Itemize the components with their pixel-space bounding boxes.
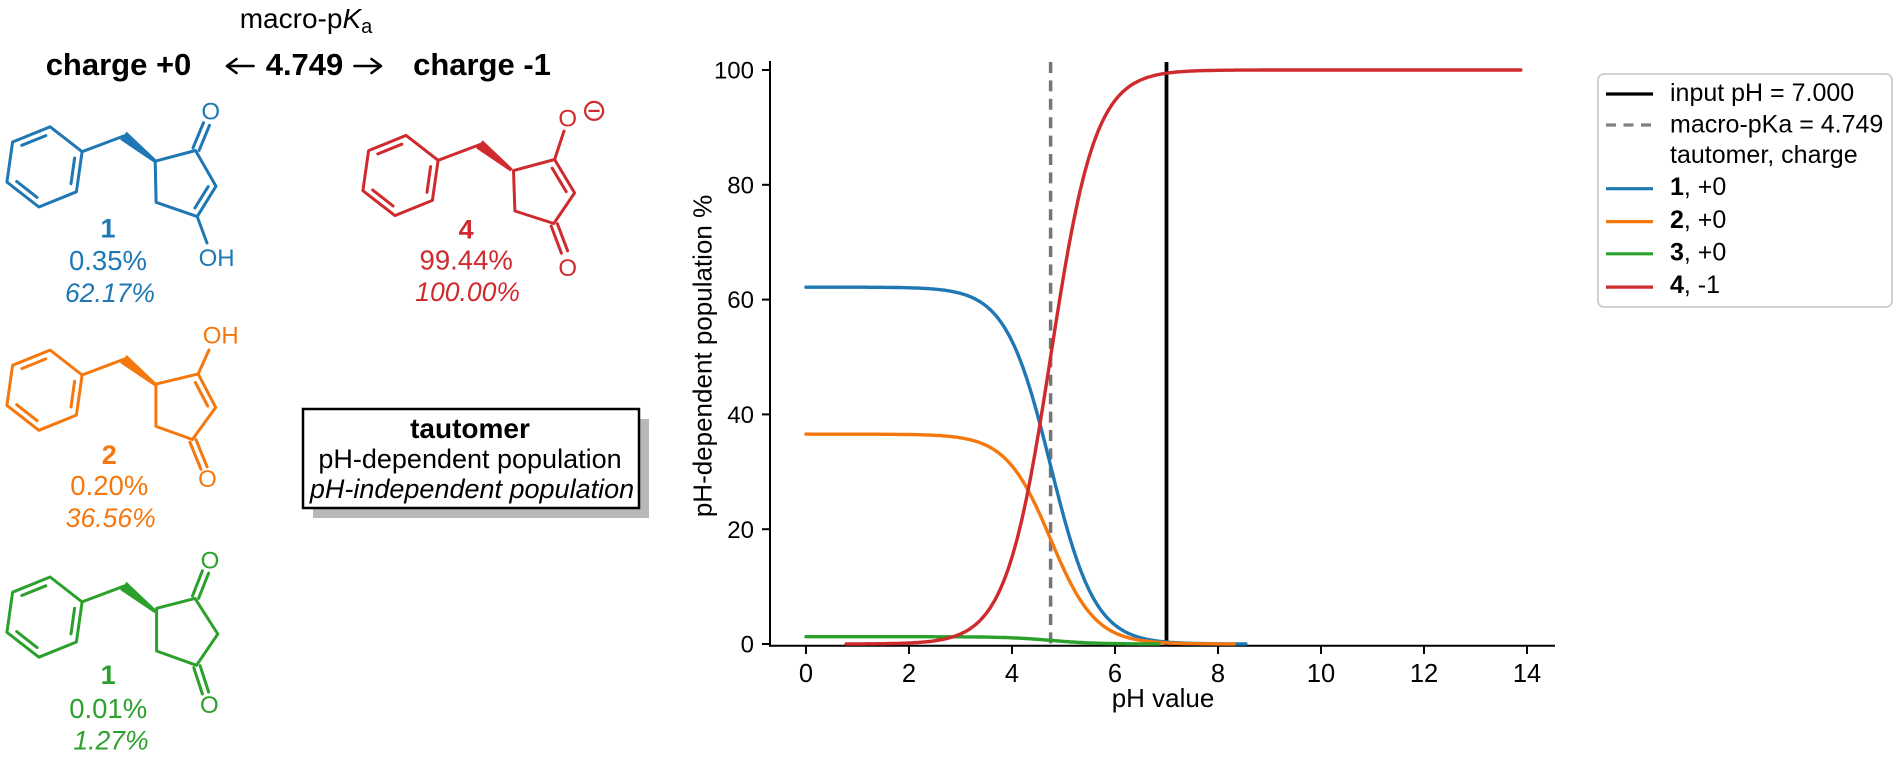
svg-text:80: 80	[727, 172, 754, 199]
svg-text:2, +0: 2, +0	[1670, 206, 1726, 234]
svg-text:pH-dependent population %: pH-dependent population %	[688, 195, 718, 517]
svg-text:40: 40	[727, 402, 754, 429]
svg-text:charge +0: charge +0	[46, 47, 192, 82]
svg-text:62.17%: 62.17%	[65, 278, 155, 308]
svg-text:1.27%: 1.27%	[73, 725, 148, 755]
svg-text:4: 4	[459, 215, 474, 245]
svg-text:O: O	[201, 98, 220, 125]
svg-text:O: O	[200, 692, 219, 719]
svg-text:20: 20	[727, 517, 754, 544]
svg-text:2: 2	[102, 440, 117, 470]
svg-text:1: 1	[100, 214, 115, 244]
svg-text:0.20%: 0.20%	[70, 470, 148, 501]
svg-text:pH-independent population: pH-independent population	[309, 474, 634, 504]
svg-text:0.35%: 0.35%	[69, 245, 147, 276]
svg-text:pH-dependent population: pH-dependent population	[318, 444, 621, 474]
svg-text:charge -1: charge -1	[413, 47, 551, 82]
svg-text:O: O	[558, 255, 577, 282]
svg-text:O: O	[198, 466, 217, 493]
svg-text:8: 8	[1211, 660, 1225, 688]
svg-text:99.44%: 99.44%	[420, 244, 513, 275]
svg-text:tautomer: tautomer	[410, 413, 530, 444]
svg-text:OH: OH	[199, 245, 235, 272]
svg-text:4.749: 4.749	[266, 47, 344, 82]
svg-text:macro-pKa: macro-pKa	[240, 3, 373, 38]
svg-text:4, -1: 4, -1	[1670, 271, 1720, 299]
svg-text:12: 12	[1410, 660, 1438, 688]
svg-text:100.00%: 100.00%	[415, 277, 520, 307]
svg-text:0.01%: 0.01%	[69, 693, 147, 724]
svg-text:pH value: pH value	[1112, 683, 1215, 713]
svg-text:1: 1	[101, 660, 116, 690]
svg-text:OH: OH	[203, 323, 239, 350]
svg-text:10: 10	[1307, 660, 1335, 688]
svg-text:1, +0: 1, +0	[1670, 173, 1726, 201]
svg-text:36.56%: 36.56%	[66, 503, 156, 533]
svg-text:100: 100	[714, 58, 754, 85]
svg-text:0: 0	[741, 632, 754, 659]
svg-text:O: O	[201, 548, 220, 575]
svg-text:14: 14	[1513, 660, 1541, 688]
svg-text:60: 60	[727, 287, 754, 314]
svg-text:tautomer, charge: tautomer, charge	[1670, 141, 1858, 169]
svg-text:O: O	[558, 105, 577, 132]
svg-text:2: 2	[902, 660, 916, 688]
svg-text:0: 0	[799, 660, 813, 688]
svg-text:6: 6	[1108, 660, 1122, 688]
svg-text:4: 4	[1005, 660, 1019, 688]
svg-text:input pH = 7.000: input pH = 7.000	[1670, 79, 1854, 107]
svg-text:3, +0: 3, +0	[1670, 238, 1726, 266]
svg-text:macro-pKa = 4.749: macro-pKa = 4.749	[1670, 111, 1883, 139]
